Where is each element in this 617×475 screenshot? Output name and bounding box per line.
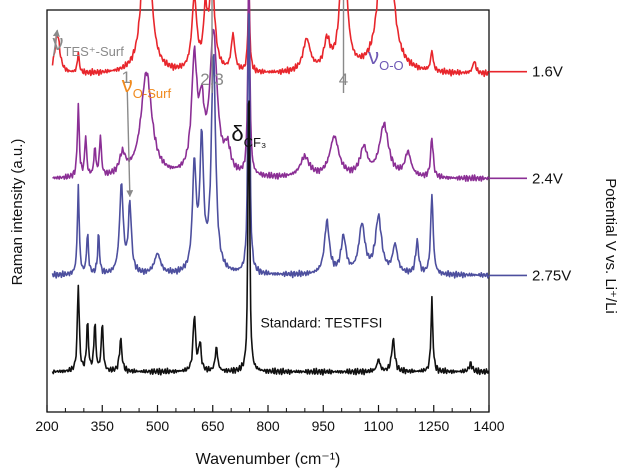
series-line bbox=[51, 0, 489, 78]
right-axis-title: Potential V vs. Li⁺/Li bbox=[602, 178, 617, 313]
y-axis-title: Raman intensity (a.u.) bbox=[9, 139, 26, 286]
annotation-o-o: νO-O bbox=[368, 44, 404, 73]
annotation-delta-cf3: δCF₃ bbox=[231, 121, 266, 150]
annotation-arrow bbox=[126, 91, 134, 198]
series-label: 2.75V bbox=[532, 267, 571, 284]
annotation-peak-1: 1 bbox=[121, 68, 130, 87]
series-layer bbox=[51, 0, 490, 376]
annotation-arrow bbox=[52, 29, 60, 57]
x-tick-label: 350 bbox=[91, 418, 115, 434]
annotation-tes-surf: νTES⁺-Surf bbox=[53, 30, 125, 59]
x-tick-label: 1100 bbox=[363, 418, 393, 434]
x-tick-label: 200 bbox=[35, 418, 59, 434]
x-tick-label: 650 bbox=[201, 418, 225, 434]
series-line bbox=[51, 100, 490, 376]
standard-label: Standard: TESTFSI bbox=[260, 315, 382, 331]
x-tick-label: 500 bbox=[146, 418, 170, 434]
x-tick-label: 1400 bbox=[473, 418, 504, 434]
series-label: 2.4V bbox=[532, 170, 563, 187]
x-tick-label: 800 bbox=[256, 418, 280, 434]
series-labels: 1.6V 2.4V 2.75V Standard: TESTFSI bbox=[260, 64, 571, 331]
series-line bbox=[51, 13, 490, 279]
x-axis-ticks: 200 350 500 650 800 950 1100 1250 1400 bbox=[35, 405, 505, 434]
annotation-o-surf: νO-Surf bbox=[122, 72, 172, 101]
series-label: 1.6V bbox=[532, 64, 563, 81]
x-axis-title: Wavenumber (cm⁻¹) bbox=[196, 451, 341, 468]
x-tick-label: 950 bbox=[312, 418, 336, 434]
series-line bbox=[52, 0, 490, 182]
x-tick-label: 1250 bbox=[418, 418, 449, 434]
